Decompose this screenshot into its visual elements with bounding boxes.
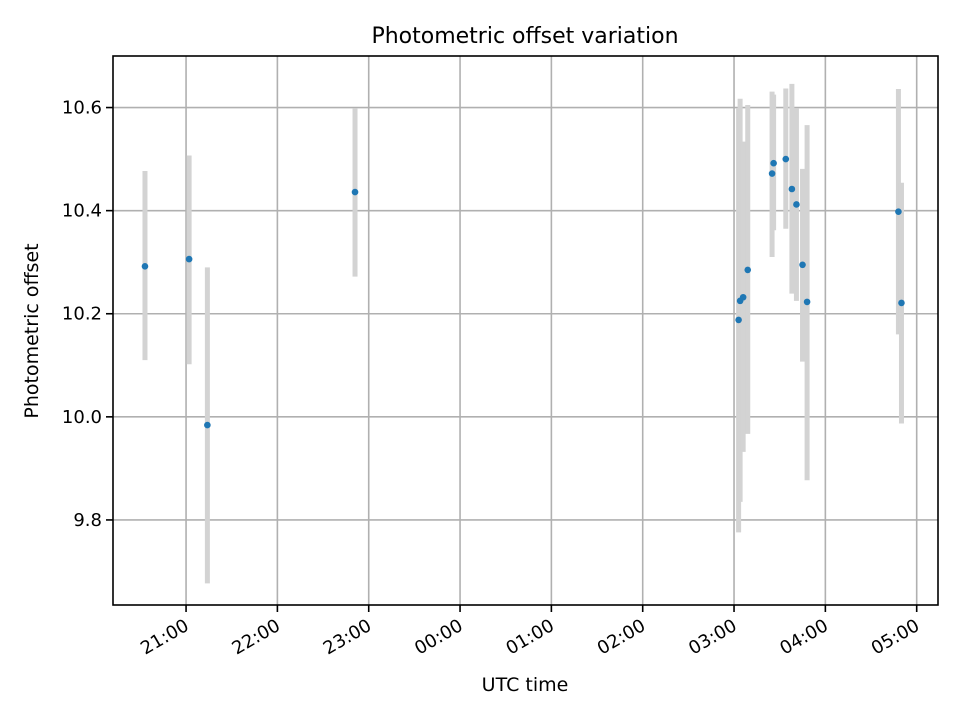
y-tick-label: 10.2 xyxy=(62,304,102,325)
y-tick-label: 10.0 xyxy=(62,407,102,428)
grid xyxy=(113,56,938,605)
y-tick-label: 9.8 xyxy=(73,510,102,531)
data-point xyxy=(744,266,752,274)
data-point xyxy=(770,159,777,167)
plot-area-frame xyxy=(112,55,939,606)
x-axis-label: UTC time xyxy=(482,674,569,696)
y-axis-label: Photometric offset xyxy=(21,243,43,418)
data-point xyxy=(141,263,149,270)
data-point xyxy=(793,201,800,208)
data-point xyxy=(351,188,359,196)
data-point xyxy=(735,316,742,324)
data-point xyxy=(739,293,747,301)
data-point xyxy=(788,185,796,193)
data-point xyxy=(895,208,902,215)
data-point xyxy=(799,261,806,269)
data-points xyxy=(141,155,905,429)
data-point xyxy=(204,421,211,429)
y-axis-ticks: 9.8 10.0 10.2 10.4 10.6 xyxy=(62,98,113,531)
data-point xyxy=(768,170,776,177)
y-tick-label: 10.4 xyxy=(62,201,102,222)
data-point xyxy=(782,155,790,163)
y-tick-label: 10.6 xyxy=(62,98,102,119)
data-point xyxy=(803,298,811,306)
data-point xyxy=(898,299,905,307)
chart-title: Photometric offset variation xyxy=(371,24,678,49)
data-point xyxy=(185,255,193,263)
